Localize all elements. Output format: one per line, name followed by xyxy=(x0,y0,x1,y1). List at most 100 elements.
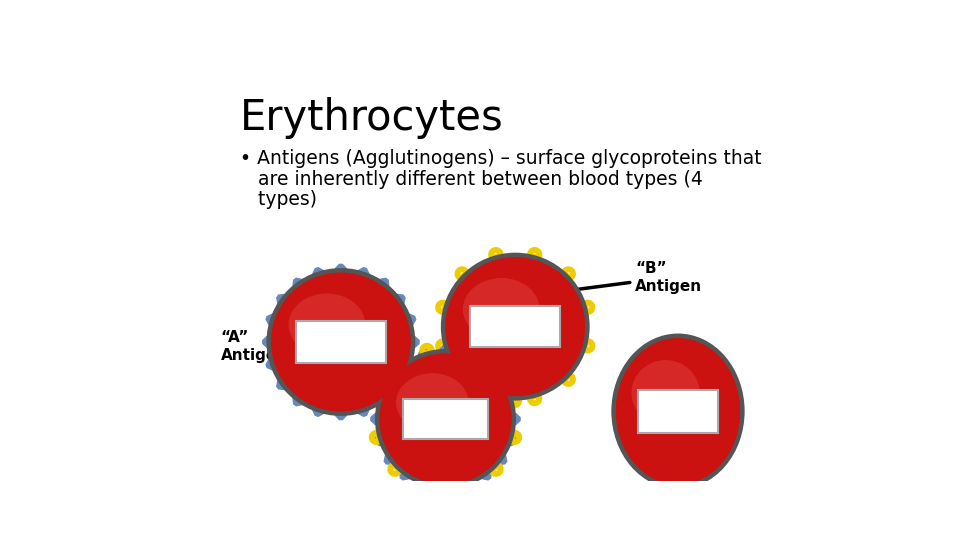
Polygon shape xyxy=(562,373,575,386)
Polygon shape xyxy=(399,464,415,480)
Polygon shape xyxy=(335,265,347,278)
Polygon shape xyxy=(370,430,382,444)
Ellipse shape xyxy=(449,261,577,388)
Polygon shape xyxy=(420,482,434,495)
Polygon shape xyxy=(276,294,292,309)
Polygon shape xyxy=(419,348,432,363)
Polygon shape xyxy=(440,479,451,493)
Polygon shape xyxy=(528,387,539,400)
Ellipse shape xyxy=(384,357,503,477)
Ellipse shape xyxy=(441,253,589,401)
Ellipse shape xyxy=(616,338,740,484)
Polygon shape xyxy=(293,390,307,406)
Polygon shape xyxy=(442,303,454,314)
Polygon shape xyxy=(313,401,326,416)
Text: are inherently different between blood types (4: are inherently different between blood t… xyxy=(240,170,703,188)
Polygon shape xyxy=(313,268,326,283)
Polygon shape xyxy=(503,397,516,407)
Polygon shape xyxy=(371,414,385,424)
Polygon shape xyxy=(293,278,307,294)
Ellipse shape xyxy=(452,264,571,382)
Polygon shape xyxy=(393,366,405,379)
Polygon shape xyxy=(440,345,451,359)
Polygon shape xyxy=(423,349,434,362)
Polygon shape xyxy=(263,336,276,347)
Polygon shape xyxy=(486,459,499,472)
Ellipse shape xyxy=(622,346,728,470)
Polygon shape xyxy=(528,248,541,261)
Ellipse shape xyxy=(276,278,399,400)
Ellipse shape xyxy=(273,274,408,409)
Text: Erythrocytes: Erythrocytes xyxy=(240,97,504,139)
Polygon shape xyxy=(457,482,471,495)
Ellipse shape xyxy=(375,349,516,489)
Polygon shape xyxy=(576,339,588,349)
Ellipse shape xyxy=(618,341,735,478)
Polygon shape xyxy=(455,373,469,386)
Polygon shape xyxy=(436,300,449,314)
Polygon shape xyxy=(370,394,382,408)
Polygon shape xyxy=(355,268,369,283)
Polygon shape xyxy=(423,476,434,489)
Polygon shape xyxy=(266,356,281,370)
Ellipse shape xyxy=(448,260,580,390)
Ellipse shape xyxy=(620,342,732,476)
Polygon shape xyxy=(477,464,492,480)
Polygon shape xyxy=(501,392,516,406)
Polygon shape xyxy=(489,362,503,376)
Polygon shape xyxy=(384,374,399,388)
Polygon shape xyxy=(393,459,405,472)
Polygon shape xyxy=(477,358,492,374)
Polygon shape xyxy=(492,387,502,400)
Polygon shape xyxy=(436,339,449,353)
Polygon shape xyxy=(335,406,347,420)
Polygon shape xyxy=(492,450,507,464)
Ellipse shape xyxy=(271,273,411,411)
Ellipse shape xyxy=(632,360,700,426)
Polygon shape xyxy=(390,294,405,309)
Polygon shape xyxy=(582,339,594,353)
Polygon shape xyxy=(375,397,388,407)
Polygon shape xyxy=(486,366,499,379)
Polygon shape xyxy=(388,462,402,476)
Ellipse shape xyxy=(463,278,540,340)
Ellipse shape xyxy=(451,263,574,385)
Polygon shape xyxy=(460,271,472,284)
Ellipse shape xyxy=(381,355,509,482)
Ellipse shape xyxy=(278,280,396,397)
Polygon shape xyxy=(562,267,575,281)
Polygon shape xyxy=(276,375,292,389)
Polygon shape xyxy=(558,271,571,284)
Text: “B”
Antigen: “B” Antigen xyxy=(564,261,703,294)
Ellipse shape xyxy=(289,294,366,356)
Text: • Antigens (Agglutinogens) – surface glycoproteins that: • Antigens (Agglutinogens) – surface gly… xyxy=(240,150,761,168)
Polygon shape xyxy=(374,278,389,294)
Polygon shape xyxy=(459,475,472,490)
Polygon shape xyxy=(390,375,405,389)
Polygon shape xyxy=(576,303,588,314)
Polygon shape xyxy=(506,414,520,424)
Polygon shape xyxy=(528,254,539,266)
Polygon shape xyxy=(489,462,503,476)
Polygon shape xyxy=(355,401,369,416)
Ellipse shape xyxy=(379,354,512,484)
Polygon shape xyxy=(558,369,571,382)
Polygon shape xyxy=(405,336,419,347)
Polygon shape xyxy=(582,300,594,314)
Polygon shape xyxy=(374,392,390,406)
Polygon shape xyxy=(374,390,389,406)
Polygon shape xyxy=(489,393,503,406)
Ellipse shape xyxy=(386,360,498,471)
FancyBboxPatch shape xyxy=(470,306,561,347)
FancyBboxPatch shape xyxy=(296,321,386,362)
Polygon shape xyxy=(457,343,471,356)
Polygon shape xyxy=(458,476,468,489)
Polygon shape xyxy=(458,349,468,362)
Polygon shape xyxy=(455,267,469,281)
Ellipse shape xyxy=(447,259,582,393)
Polygon shape xyxy=(492,254,502,266)
Polygon shape xyxy=(399,358,415,374)
Polygon shape xyxy=(460,369,472,382)
Polygon shape xyxy=(266,314,281,327)
Polygon shape xyxy=(509,394,521,408)
